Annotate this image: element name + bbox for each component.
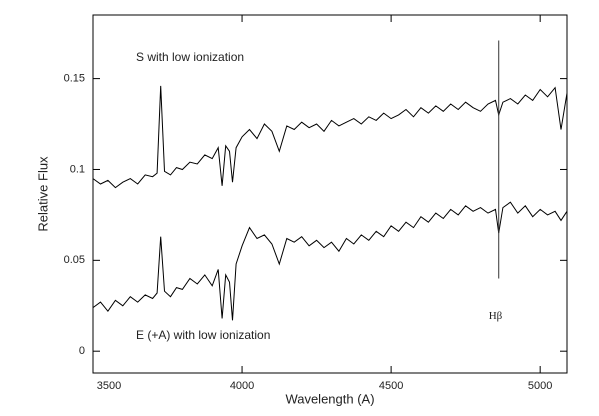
- y-tick-label: 0: [79, 345, 85, 357]
- plot-frame: [92, 14, 568, 374]
- spectrum-line: [92, 201, 568, 321]
- y-tick-label: 0.05: [64, 254, 85, 266]
- y-tick-label: 0.1: [70, 163, 85, 175]
- x-tick-label: 4000: [230, 380, 254, 392]
- x-tick-label: 5000: [528, 380, 552, 392]
- series-label: E (+A) with low ionization: [136, 328, 270, 342]
- y-axis-label: Relative Flux: [35, 156, 50, 232]
- series-label: S with low ionization: [136, 50, 244, 64]
- annotation-label: Hβ: [489, 310, 503, 322]
- x-tick-label: 4500: [379, 380, 403, 392]
- x-tick-label: 3500: [97, 380, 121, 392]
- y-tick-label: 0.15: [64, 73, 85, 85]
- spectrum-line: [92, 85, 568, 189]
- x-axis-label: Wavelength (A): [285, 391, 374, 406]
